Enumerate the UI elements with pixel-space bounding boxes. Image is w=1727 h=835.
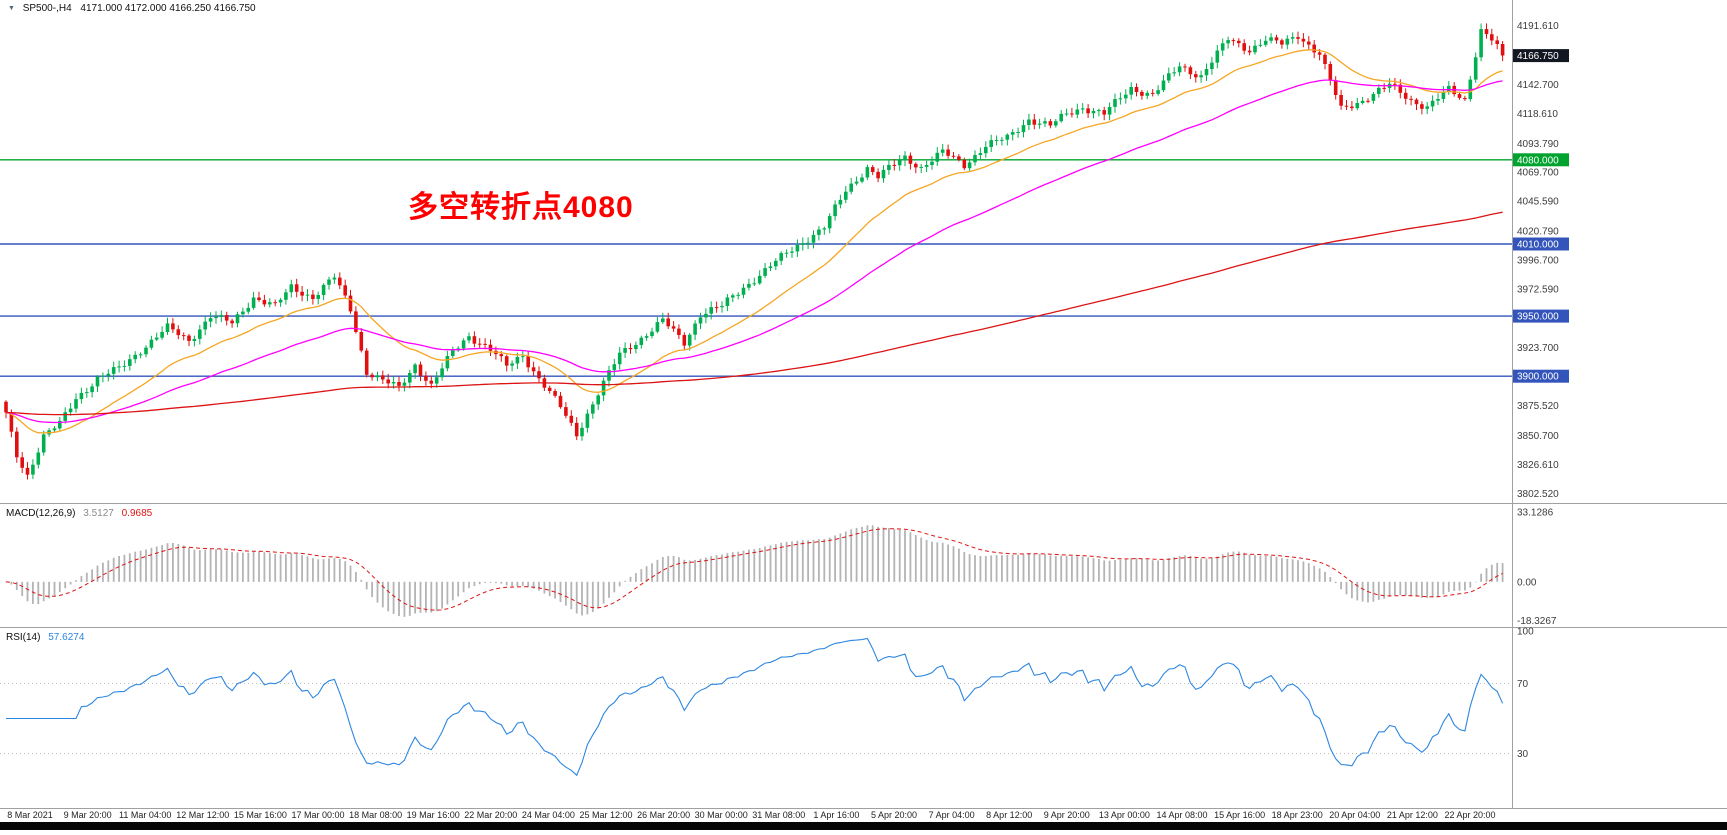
price-tick-label: 4093.790 (1517, 139, 1559, 150)
time-tick-label: 8 Mar 2021 (7, 810, 53, 820)
time-tick-label: 9 Apr 20:00 (1044, 810, 1090, 820)
time-tick-label: 24 Mar 04:00 (522, 810, 575, 820)
ma-fast-line (5, 49, 1503, 434)
time-tick-label: 17 Mar 00:00 (291, 810, 344, 820)
time-tick-label: 25 Mar 12:00 (579, 810, 632, 820)
time-tick-label: 22 Mar 20:00 (464, 810, 517, 820)
time-tick-label: 13 Apr 00:00 (1099, 810, 1150, 820)
price-tick-label: 4045.590 (1517, 197, 1559, 208)
price-tick-label: 3802.520 (1517, 489, 1559, 500)
price-tick-label: 3875.520 (1517, 401, 1559, 412)
time-tick-label: 30 Mar 00:00 (695, 810, 748, 820)
time-tick-label: 14 Apr 08:00 (1156, 810, 1207, 820)
macd-axis-label: 33.1286 (1517, 507, 1554, 518)
time-tick-label: 18 Mar 08:00 (349, 810, 402, 820)
rsi-value: 57.6274 (48, 632, 85, 643)
time-tick-label: 11 Mar 04:00 (119, 810, 171, 820)
level-price-badge (1513, 237, 1569, 251)
price-tick-label: 4191.610 (1517, 21, 1559, 32)
moving-averages (5, 49, 1503, 434)
macd-signal-line (5, 528, 1503, 611)
time-tick-label: 22 Apr 20:00 (1444, 810, 1495, 820)
time-tick-label: 8 Apr 12:00 (986, 810, 1032, 820)
macd-signal-value: 0.9685 (121, 508, 153, 519)
rsi-line (6, 637, 1504, 777)
price-tick-label: 4020.790 (1517, 227, 1559, 238)
price-tick-label: 3972.590 (1517, 284, 1559, 295)
time-tick-label: 1 Apr 16:00 (813, 810, 859, 820)
time-tick-label: 21 Apr 12:00 (1387, 810, 1438, 820)
time-tick-label: 15 Apr 16:00 (1214, 810, 1265, 820)
level-price-badge-label: 4080.000 (1517, 155, 1559, 166)
panel-separators (0, 0, 1727, 809)
symbol-timeframe-label: SP500-,H4 (22, 3, 72, 14)
horizontal-level-lines (0, 159, 1512, 377)
level-price-badge (1513, 153, 1569, 167)
current-price-badge (1513, 49, 1569, 63)
time-tick-label: 18 Apr 23:00 (1272, 810, 1323, 820)
rsi-indicator-label: RSI(14) 57.6274 (6, 632, 84, 643)
time-tick-label: 9 Mar 20:00 (64, 810, 112, 820)
ma-slow-line (5, 211, 1503, 416)
macd-panel (5, 525, 1504, 617)
time-tick-label: 7 Apr 04:00 (929, 810, 975, 820)
bottom-bar (0, 822, 1727, 830)
level-price-badge (1513, 309, 1569, 323)
rsi-name-label: RSI(14) (6, 632, 41, 643)
time-tick-label: 19 Mar 16:00 (407, 810, 460, 820)
price-tick-label: 4118.610 (1517, 109, 1558, 120)
price-axis: 4191.610 4142.700 4118.610 4093.790 4069.700… (1513, 21, 1569, 500)
ma-mid-line (5, 79, 1503, 424)
macd-indicator-label: MACD(12,26,9) 3.5127 0.9685 (6, 508, 152, 519)
rsi-panel (0, 637, 1512, 777)
macd-axis-label: 0.00 (1517, 577, 1537, 588)
price-tick-label: 4069.700 (1517, 168, 1559, 179)
time-tick-label: 15 Mar 16:00 (234, 810, 287, 820)
current-price-badge-label: 4166.750 (1517, 51, 1559, 62)
price-tick-label: 3826.610 (1517, 460, 1559, 471)
time-tick-label: 31 Mar 08:00 (752, 810, 805, 820)
level-price-badge-label: 4010.000 (1517, 240, 1559, 251)
time-tick-label: 20 Apr 04:00 (1329, 810, 1380, 820)
price-tick-label: 3923.700 (1517, 343, 1559, 354)
level-price-badge-label: 3950.000 (1517, 312, 1559, 323)
price-tick-label: 3850.700 (1517, 431, 1559, 442)
level-price-badge-label: 3900.000 (1517, 372, 1559, 383)
price-tick-label: 3996.700 (1517, 256, 1559, 267)
macd-axis-label: -18.3267 (1517, 616, 1557, 627)
time-tick-label: 12 Mar 12:00 (176, 810, 229, 820)
rsi-axis-label: 70 (1517, 679, 1529, 690)
annotation-text[interactable]: 多空转折点4080 (408, 191, 634, 224)
level-price-badge (1513, 369, 1569, 383)
price-tick-label: 4142.700 (1517, 80, 1559, 91)
time-axis: 8 Mar 2021 9 Mar 20:00 11 Mar 04:00 12 Mar … (7, 810, 1495, 820)
window-marker-icon: ▼ (8, 5, 15, 12)
rsi-axis-label: 100 (1517, 627, 1534, 638)
macd-name-label: MACD(12,26,9) (6, 508, 76, 519)
macd-main-value: 3.5127 (83, 508, 114, 519)
symbol-info-bar: ▼ SP500-,H4 4171.000 4172.000 4166.250 4… (8, 3, 256, 14)
ohlc-values-label: 4171.000 4172.000 4166.250 4166.750 (80, 3, 256, 14)
time-tick-label: 26 Mar 20:00 (637, 810, 690, 820)
time-tick-label: 5 Apr 20:00 (871, 810, 917, 820)
rsi-axis-label: 30 (1517, 749, 1529, 760)
